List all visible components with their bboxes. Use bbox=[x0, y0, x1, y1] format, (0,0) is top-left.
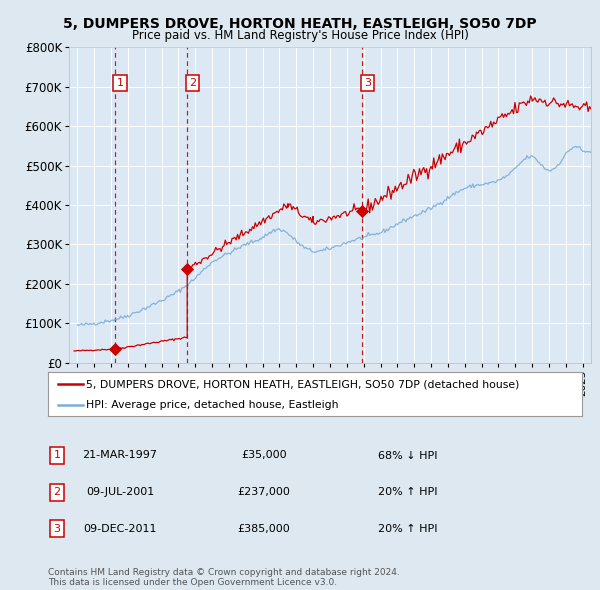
Text: 3: 3 bbox=[364, 78, 371, 88]
Text: £35,000: £35,000 bbox=[241, 451, 287, 460]
Text: 3: 3 bbox=[53, 524, 61, 533]
Text: 21-MAR-1997: 21-MAR-1997 bbox=[83, 451, 157, 460]
Text: 1: 1 bbox=[53, 451, 61, 460]
Text: 1: 1 bbox=[116, 78, 124, 88]
Text: 09-JUL-2001: 09-JUL-2001 bbox=[86, 487, 154, 497]
Point bbox=[110, 345, 119, 354]
Point bbox=[358, 206, 367, 216]
Point bbox=[182, 265, 192, 274]
Text: 09-DEC-2011: 09-DEC-2011 bbox=[83, 524, 157, 533]
Text: 68% ↓ HPI: 68% ↓ HPI bbox=[378, 451, 437, 460]
Text: 20% ↑ HPI: 20% ↑ HPI bbox=[378, 524, 437, 533]
Text: Price paid vs. HM Land Registry's House Price Index (HPI): Price paid vs. HM Land Registry's House … bbox=[131, 29, 469, 42]
Text: Contains HM Land Registry data © Crown copyright and database right 2024.
This d: Contains HM Land Registry data © Crown c… bbox=[48, 568, 400, 587]
Text: 2: 2 bbox=[189, 78, 196, 88]
Text: 20% ↑ HPI: 20% ↑ HPI bbox=[378, 487, 437, 497]
Text: 2: 2 bbox=[53, 487, 61, 497]
Text: 5, DUMPERS DROVE, HORTON HEATH, EASTLEIGH, SO50 7DP: 5, DUMPERS DROVE, HORTON HEATH, EASTLEIG… bbox=[63, 17, 537, 31]
Text: 5, DUMPERS DROVE, HORTON HEATH, EASTLEIGH, SO50 7DP (detached house): 5, DUMPERS DROVE, HORTON HEATH, EASTLEIG… bbox=[86, 379, 520, 389]
Text: HPI: Average price, detached house, Eastleigh: HPI: Average price, detached house, East… bbox=[86, 400, 339, 410]
Text: £237,000: £237,000 bbox=[238, 487, 290, 497]
Text: £385,000: £385,000 bbox=[238, 524, 290, 533]
